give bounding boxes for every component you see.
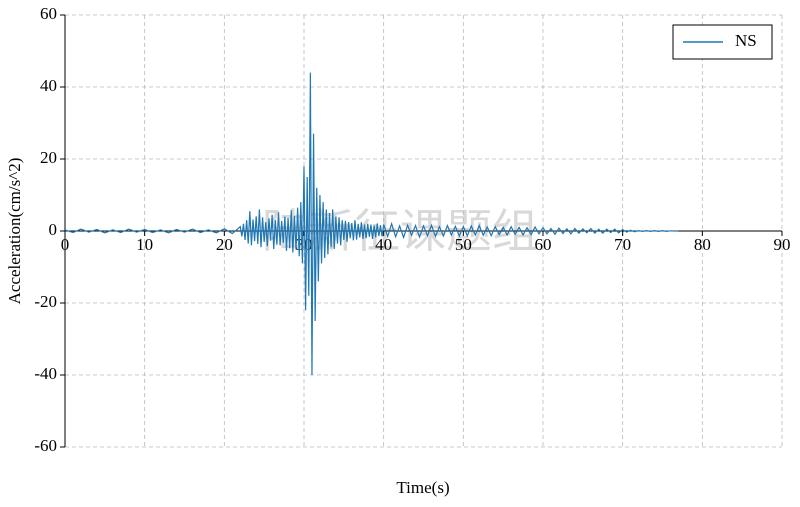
y-tick-label: 40 [40,76,57,95]
y-tick-label: 60 [40,4,57,23]
x-tick-label: 40 [375,235,392,254]
x-tick-label: 80 [694,235,711,254]
x-tick-label: 50 [455,235,472,254]
y-tick-label: 20 [40,148,57,167]
y-tick-label: -60 [34,436,57,455]
x-tick-label: 10 [136,235,153,254]
y-tick-label: -40 [34,364,57,383]
x-axis-label: Time(s) [396,478,449,497]
y-tick-label: 0 [49,220,58,239]
y-tick-label: -20 [34,292,57,311]
legend: NS [672,24,773,60]
x-tick-label: 90 [774,235,791,254]
series-line [64,72,679,376]
x-tick-label: 60 [535,235,552,254]
y-axis-label: Acceleration(cm/s^2) [5,158,24,305]
legend-label: NS [735,31,757,50]
x-tick-label: 20 [216,235,233,254]
x-tick-label: 70 [614,235,631,254]
